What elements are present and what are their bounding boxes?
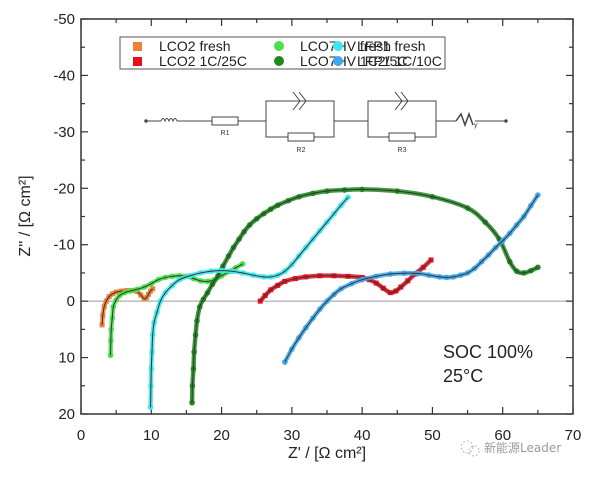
legend-item-lco7hv-1c25c: LCO7HV 1C2/5C bbox=[274, 53, 407, 69]
cpe-icon bbox=[292, 91, 307, 111]
series-layer bbox=[99, 186, 541, 411]
legend-label: LFP1 1C/10C bbox=[357, 53, 442, 69]
circuit-wire bbox=[367, 121, 389, 138]
legend-label: LFP1 fresh bbox=[357, 38, 425, 54]
data-point bbox=[107, 352, 114, 359]
series-fit-line bbox=[284, 194, 539, 363]
x-axis-ticks bbox=[80, 19, 574, 414]
series-lco7hv-fresh bbox=[107, 261, 246, 359]
x-tick-label: 40 bbox=[354, 427, 371, 444]
legend-item-lfp1-1c10c: LFP1 1C/10C bbox=[333, 53, 442, 69]
legend-label: LCO2 fresh bbox=[159, 38, 231, 54]
y-tick-label: -10 bbox=[53, 237, 75, 254]
cpe-icon bbox=[394, 91, 409, 111]
series-lfp1-1c-10c bbox=[282, 192, 541, 365]
legend-item-lco2-fresh: LCO2 fresh bbox=[133, 38, 231, 54]
legend-marker-circle bbox=[274, 56, 284, 66]
y-tick-label: -40 bbox=[53, 67, 75, 84]
resistor-r1-icon bbox=[211, 116, 239, 126]
watermark: 新能源Leader bbox=[460, 440, 561, 457]
y-tick-label: 10 bbox=[58, 350, 75, 367]
annotation-soc: SOC 100% bbox=[443, 342, 533, 362]
x-tick-label: 30 bbox=[284, 427, 301, 444]
wechat-icon bbox=[460, 440, 474, 454]
annotation-temperature: 25°C bbox=[443, 366, 483, 386]
series-lco2-1c-25c bbox=[257, 257, 434, 304]
y-tick-label: -50 bbox=[53, 11, 75, 28]
y-tick-label: -30 bbox=[53, 124, 75, 141]
x-tick-label: 60 bbox=[494, 427, 511, 444]
x-tick-label: 0 bbox=[77, 427, 85, 444]
y-tick-label: 0 bbox=[67, 293, 75, 310]
circuit-wire bbox=[314, 121, 335, 138]
legend-marker-square bbox=[133, 57, 142, 66]
circuit-wire bbox=[415, 121, 437, 138]
warburg-icon bbox=[455, 111, 474, 128]
wechat-icon-bubble bbox=[468, 445, 480, 457]
y-tick-label: 20 bbox=[58, 406, 75, 423]
series-fit-line bbox=[150, 196, 349, 408]
legend-marker-circle bbox=[333, 56, 343, 66]
data-point bbox=[282, 359, 288, 365]
x-axis-tick-labels: 0 10 20 30 40 50 60 70 bbox=[77, 427, 582, 444]
resistor-r3-icon bbox=[388, 132, 416, 142]
legend: LCO2 fresh LCO2 1C/25C LCO7HV fresh LCO7… bbox=[119, 36, 446, 70]
inductor-icon bbox=[160, 118, 178, 123]
circuit-wire bbox=[265, 100, 335, 121]
legend-item-lfp1-fresh: LFP1 fresh bbox=[333, 38, 425, 54]
circuit-wire bbox=[265, 121, 288, 138]
x-tick-label: 50 bbox=[424, 427, 441, 444]
series-lco7hv-1c2-5c bbox=[189, 186, 541, 406]
legend-marker-circle bbox=[274, 41, 284, 51]
circuit-label-r1: R1 bbox=[221, 130, 230, 137]
circuit-terminal-right bbox=[504, 119, 508, 123]
y-axis-tick-labels: -50 -40 -30 -20 -10 0 10 20 bbox=[53, 11, 75, 423]
legend-marker-circle bbox=[333, 41, 343, 51]
y-tick-label: -20 bbox=[53, 180, 75, 197]
equivalent-circuit-inset bbox=[144, 91, 508, 142]
legend-marker-square bbox=[133, 42, 142, 51]
circuit-label-r3: R3 bbox=[398, 147, 407, 154]
circuit-label-r2: R2 bbox=[297, 147, 306, 154]
resistor-r2-icon bbox=[287, 132, 315, 142]
legend-item-lco7hv-fresh: LCO7HV fresh bbox=[274, 38, 391, 54]
y-axis-title: Z'' / [Ω cm²] bbox=[17, 175, 34, 256]
x-tick-label: 20 bbox=[213, 427, 230, 444]
legend-label: LCO7HV 1C2/5C bbox=[300, 53, 407, 69]
series-fit-line bbox=[191, 188, 539, 403]
y-axis-ticks bbox=[81, 18, 573, 415]
legend-item-lco2-1c25c: LCO2 1C/25C bbox=[133, 53, 247, 69]
circuit-wire bbox=[367, 100, 437, 121]
watermark-text: 新能源Leader bbox=[484, 440, 561, 455]
x-axis-title: Z' / [Ω cm²] bbox=[288, 445, 366, 462]
series-lfp1-fresh bbox=[147, 194, 351, 411]
x-tick-label: 70 bbox=[565, 427, 582, 444]
legend-label: LCO2 1C/25C bbox=[159, 53, 247, 69]
x-tick-label: 10 bbox=[143, 427, 160, 444]
legend-label: LCO7HV fresh bbox=[300, 38, 391, 54]
circuit-label-warburg-subscript: γ bbox=[474, 122, 478, 129]
